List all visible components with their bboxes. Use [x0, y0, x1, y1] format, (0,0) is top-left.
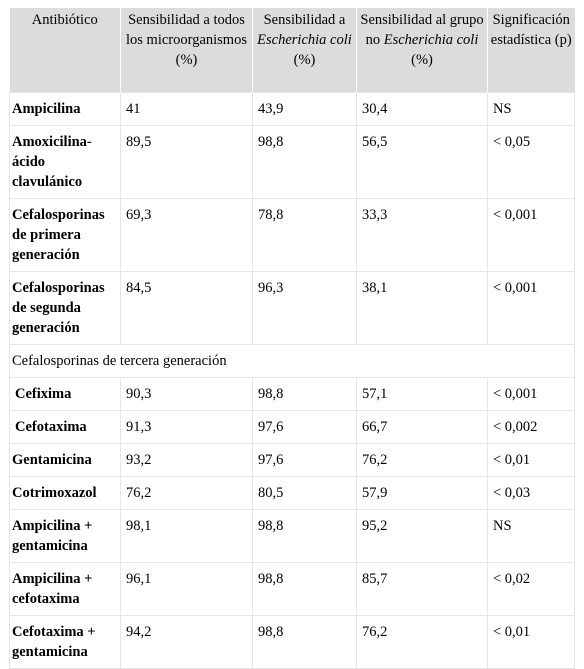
sensitivity-all-cell: 76,2	[120, 476, 253, 510]
header-sensitivity-all: Sensibilidad a todos los microorganismos…	[120, 8, 253, 93]
significance-cell: NS	[487, 509, 575, 563]
section-row: Cefalosporinas de tercera generación	[9, 344, 575, 378]
table-row: Gentamicina 93,2 97,6 76,2 < 0,01	[9, 443, 575, 477]
antibiotic-cell: Cefalosporinas de segunda generación	[9, 271, 121, 345]
antibiotic-cell: Ampicilina + cefotaxima	[9, 562, 121, 616]
table-header: Antibiótico Sensibilidad a todos los mic…	[9, 8, 575, 93]
sensitivity-non-ecoli-cell: 30,4	[356, 92, 488, 126]
sensitivity-all-cell: 69,3	[120, 198, 253, 272]
antibiotic-cell: Gentamicina	[9, 443, 121, 477]
sensitivity-ecoli-cell: 80,5	[252, 476, 357, 510]
sensitivity-ecoli-cell: 96,3	[252, 271, 357, 345]
sensitivity-all-cell: 84,5	[120, 271, 253, 345]
significance-cell: < 0,001	[487, 271, 575, 345]
table-row: Cefotaxima + gentamicina 94,2 98,8 76,2 < 0,…	[9, 615, 575, 669]
significance-cell: < 0,001	[487, 377, 575, 411]
sensitivity-all-cell: 41	[120, 92, 253, 126]
sensitivity-all-cell: 93,2	[120, 443, 253, 477]
significance-cell: < 0,01	[487, 615, 575, 669]
sensitivity-non-ecoli-cell: 66,7	[356, 410, 488, 444]
table-row: Amoxicilina-ácido clavulánico 89,5 98,8 56,…	[9, 125, 575, 199]
sensitivity-non-ecoli-cell: 38,1	[356, 271, 488, 345]
antibiotic-cell: Cefalosporinas de primera generación	[9, 198, 121, 272]
sensitivity-non-ecoli-cell: 85,7	[356, 562, 488, 616]
antibiotic-sensitivity-table: Antibiótico Sensibilidad a todos los mic…	[9, 8, 575, 669]
sensitivity-ecoli-cell: 43,9	[252, 92, 357, 126]
significance-cell: < 0,02	[487, 562, 575, 616]
antibiotic-cell: Cefotaxima + gentamicina	[9, 615, 121, 669]
significance-cell: < 0,03	[487, 476, 575, 510]
sensitivity-ecoli-cell: 97,6	[252, 443, 357, 477]
antibiotic-cell: Ampicilina + gentamicina	[9, 509, 121, 563]
antibiotic-cell: Ampicilina	[9, 92, 121, 126]
header-significance: Significación estadística (p)	[487, 8, 575, 93]
table-row: Ampicilina + cefotaxima 96,1 98,8 85,7 < 0,0…	[9, 562, 575, 616]
antibiotic-cell: Amoxicilina-ácido clavulánico	[9, 125, 121, 199]
table-row: Cefalosporinas de segunda generación 84,5…	[9, 271, 575, 345]
header-sensitivity-ecoli: Sensibilidad a Escherichia coli (%)	[252, 8, 357, 93]
significance-cell: < 0,002	[487, 410, 575, 444]
sensitivity-all-cell: 94,2	[120, 615, 253, 669]
sensitivity-ecoli-cell: 98,8	[252, 377, 357, 411]
table-row: Cefalosporinas de primera generación 69,3…	[9, 198, 575, 272]
table-row: Ampicilina 41 43,9 30,4 NS	[9, 92, 575, 126]
sensitivity-all-cell: 89,5	[120, 125, 253, 199]
sensitivity-non-ecoli-cell: 57,9	[356, 476, 488, 510]
sensitivity-all-cell: 91,3	[120, 410, 253, 444]
table-body: Ampicilina 41 43,9 30,4 NS Amoxicilina-ácido …	[9, 92, 575, 669]
sensitivity-ecoli-cell: 78,8	[252, 198, 357, 272]
sensitivity-non-ecoli-cell: 57,1	[356, 377, 488, 411]
sensitivity-ecoli-cell: 97,6	[252, 410, 357, 444]
sensitivity-ecoli-cell: 98,8	[252, 125, 357, 199]
antibiotic-cell: Cotrimoxazol	[9, 476, 121, 510]
header-sensitivity-non-ecoli: Sensibilidad al grupo no Escherichia col…	[356, 8, 488, 93]
sensitivity-ecoli-cell: 98,8	[252, 509, 357, 563]
significance-cell: NS	[487, 92, 575, 126]
table-row: Cefotaxima 91,3 97,6 66,7 < 0,002	[9, 410, 575, 444]
sensitivity-ecoli-cell: 98,8	[252, 562, 357, 616]
sensitivity-all-cell: 90,3	[120, 377, 253, 411]
significance-cell: < 0,05	[487, 125, 575, 199]
sensitivity-non-ecoli-cell: 76,2	[356, 443, 488, 477]
table-row: Cotrimoxazol 76,2 80,5 57,9 < 0,03	[9, 476, 575, 510]
header-antibiotic: Antibiótico	[9, 8, 121, 93]
sensitivity-non-ecoli-cell: 76,2	[356, 615, 488, 669]
sensitivity-non-ecoli-cell: 56,5	[356, 125, 488, 199]
table-row: Cefixima 90,3 98,8 57,1 < 0,001	[9, 377, 575, 411]
significance-cell: < 0,01	[487, 443, 575, 477]
sensitivity-all-cell: 96,1	[120, 562, 253, 616]
antibiotic-cell: Cefixima	[9, 377, 121, 411]
sensitivity-all-cell: 98,1	[120, 509, 253, 563]
section-label: Cefalosporinas de tercera generación	[9, 344, 575, 378]
sensitivity-ecoli-cell: 98,8	[252, 615, 357, 669]
significance-cell: < 0,001	[487, 198, 575, 272]
sensitivity-non-ecoli-cell: 33,3	[356, 198, 488, 272]
antibiotic-cell: Cefotaxima	[9, 410, 121, 444]
table-row: Ampicilina + gentamicina 98,1 98,8 95,2 NS	[9, 509, 575, 563]
sensitivity-non-ecoli-cell: 95,2	[356, 509, 488, 563]
